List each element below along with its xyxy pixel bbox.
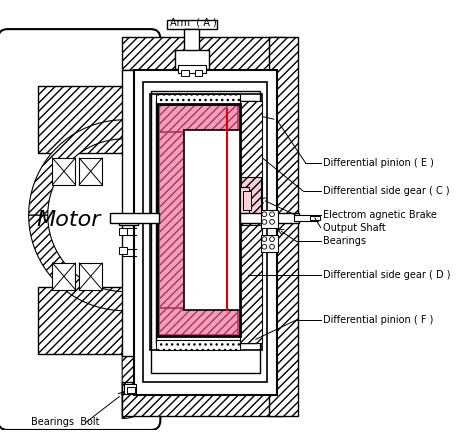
Bar: [151, 91, 260, 373]
Bar: [79, 158, 102, 185]
Polygon shape: [28, 215, 149, 311]
Bar: [53, 158, 75, 185]
Bar: [155, 94, 239, 103]
Bar: [239, 187, 249, 215]
Bar: [134, 70, 277, 395]
Text: Bearings  Bolt: Bearings Bolt: [30, 418, 99, 427]
Text: Differential pinion ( E ): Differential pinion ( E ): [323, 158, 434, 168]
Polygon shape: [122, 346, 158, 418]
Text: Differential pinion ( F ): Differential pinion ( F ): [323, 315, 433, 325]
Circle shape: [262, 220, 267, 224]
Bar: [143, 81, 267, 382]
Bar: [174, 50, 209, 69]
Bar: [159, 106, 186, 334]
Text: Bearings: Bearings: [323, 236, 365, 246]
Text: Output Shaft: Output Shaft: [323, 223, 385, 233]
Bar: [119, 247, 127, 254]
Bar: [53, 263, 75, 290]
Circle shape: [270, 220, 274, 224]
Circle shape: [262, 212, 267, 216]
Bar: [119, 227, 127, 235]
Bar: [155, 340, 239, 350]
Bar: [269, 37, 298, 416]
Bar: [124, 384, 136, 394]
Bar: [38, 287, 124, 354]
Bar: [159, 308, 237, 334]
Bar: [294, 215, 318, 221]
Bar: [122, 37, 284, 70]
Bar: [119, 215, 138, 225]
Bar: [159, 106, 237, 132]
Circle shape: [270, 237, 274, 242]
Bar: [122, 382, 284, 416]
Bar: [184, 130, 239, 310]
Circle shape: [270, 212, 274, 216]
Bar: [239, 177, 261, 225]
Bar: [150, 94, 263, 350]
Circle shape: [262, 237, 267, 242]
Bar: [184, 29, 200, 72]
FancyBboxPatch shape: [0, 29, 160, 430]
Circle shape: [270, 244, 274, 249]
Bar: [243, 191, 251, 210]
Bar: [38, 86, 124, 153]
Text: Arm  ( A ): Arm ( A ): [170, 18, 217, 28]
Circle shape: [262, 244, 267, 249]
Bar: [261, 210, 278, 227]
Bar: [178, 66, 206, 73]
Bar: [182, 70, 189, 76]
Bar: [310, 216, 320, 220]
Text: Differential side gear ( C ): Differential side gear ( C ): [323, 187, 449, 196]
Bar: [239, 213, 299, 223]
Bar: [79, 263, 102, 290]
Text: Motor: Motor: [36, 210, 101, 230]
Bar: [110, 213, 159, 223]
Bar: [239, 101, 263, 343]
Bar: [157, 103, 239, 337]
Bar: [127, 387, 135, 393]
Bar: [261, 235, 278, 253]
Bar: [155, 101, 257, 343]
Polygon shape: [28, 120, 149, 215]
Text: Electrom agnetic Brake: Electrom agnetic Brake: [323, 210, 437, 220]
Bar: [167, 19, 217, 29]
Bar: [122, 70, 134, 356]
Text: Differential side gear ( D ): Differential side gear ( D ): [323, 270, 450, 280]
Bar: [195, 70, 202, 76]
